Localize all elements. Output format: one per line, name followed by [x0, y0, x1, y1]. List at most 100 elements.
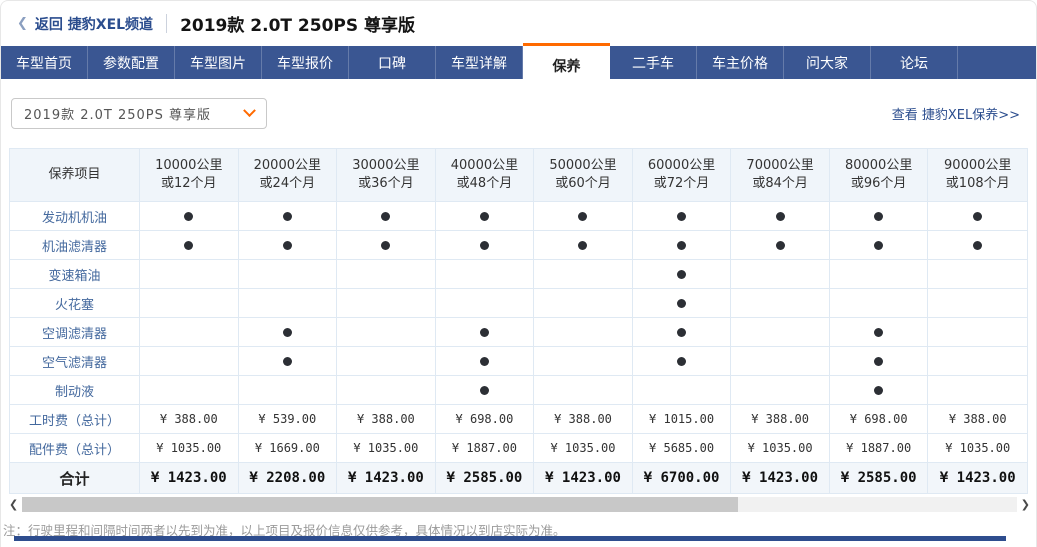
maintenance-dot: [479, 327, 489, 337]
fee-cell: ¥ 1015.00: [632, 405, 732, 434]
disclaimer-note: 注：行驶里程和间隔时间两者以先到为准，以上项目及报价信息仅供参考，具体情况以到店…: [3, 523, 566, 538]
maintenance-dot: [874, 356, 884, 366]
mark-cell: [829, 318, 929, 347]
mark-cell: [337, 347, 436, 376]
maintenance-dot: [381, 240, 391, 250]
scroll-right-icon[interactable]: ❯: [1020, 498, 1030, 511]
maintenance-dot: [282, 211, 292, 221]
fee-cell: ¥ 5685.00: [632, 434, 732, 463]
row-label: 火花塞: [10, 289, 140, 318]
fee-cell: ¥ 698.00: [435, 405, 535, 434]
total-label: 合计: [10, 463, 140, 493]
maintenance-dot: [874, 327, 884, 337]
tab-details[interactable]: 车型详解: [436, 46, 523, 79]
mark-cell: [238, 231, 338, 260]
mark-cell: [829, 289, 929, 318]
mark-cell: [829, 376, 929, 405]
tab-ask[interactable]: 问大家: [784, 46, 871, 79]
mark-cell: [435, 260, 535, 289]
tab-maintenance[interactable]: 保养: [523, 43, 610, 86]
mark-cell: [731, 376, 830, 405]
tab-home[interactable]: 车型首页: [1, 46, 88, 79]
mark-cell: [435, 376, 535, 405]
fee-cell: ¥ 698.00: [829, 405, 929, 434]
mark-cell: [238, 376, 338, 405]
row-label: 发动机机油: [10, 202, 140, 231]
total-cell: ¥ 2208.00: [238, 463, 338, 493]
fee-cell: ¥ 1035.00: [731, 434, 830, 463]
tab-price[interactable]: 车型报价: [262, 46, 349, 79]
view-maintenance-link[interactable]: 查看 捷豹XEL保养>>: [891, 108, 1020, 123]
maintenance-dot: [874, 385, 884, 395]
tab-used-car[interactable]: 二手车: [610, 46, 697, 79]
mark-cell: [928, 376, 1027, 405]
maintenance-dot: [282, 327, 292, 337]
tab-owner-price[interactable]: 车主价格: [697, 46, 784, 79]
mark-cell: [140, 260, 239, 289]
back-link[interactable]: 返回 捷豹XEL频道: [34, 16, 154, 33]
mark-cell: [238, 347, 338, 376]
column-header: 50000公里 或60个月: [534, 149, 633, 202]
mark-cell: [238, 289, 338, 318]
tab-forum[interactable]: 论坛: [871, 46, 958, 79]
total-cell: ¥ 6700.00: [632, 463, 732, 493]
mark-cell: [337, 260, 436, 289]
mark-cell: [928, 260, 1027, 289]
total-cell: ¥ 1423.00: [534, 463, 633, 493]
page-title: 2019款 2.0T 250PS 尊享版: [180, 16, 416, 36]
nav-filler: [958, 46, 1036, 79]
maintenance-dot: [282, 240, 292, 250]
mark-cell: [534, 202, 633, 231]
row-label: 空气滤清器: [10, 347, 140, 376]
mark-cell: [337, 231, 436, 260]
mark-cell: [632, 376, 732, 405]
mark-cell: [534, 376, 633, 405]
tab-pictures[interactable]: 车型图片: [175, 46, 262, 79]
divider: [166, 14, 168, 33]
mark-cell: [534, 231, 633, 260]
mark-cell: [632, 202, 732, 231]
maintenance-dot: [479, 356, 489, 366]
mark-cell: [337, 289, 436, 318]
fee-cell: ¥ 1887.00: [435, 434, 535, 463]
back-icon[interactable]: ❮: [17, 16, 28, 31]
column-header: 80000公里 或96个月: [829, 149, 929, 202]
scroll-left-icon[interactable]: ❮: [9, 498, 19, 511]
mark-cell: [534, 260, 633, 289]
maintenance-dot: [677, 211, 687, 221]
mark-cell: [337, 318, 436, 347]
mark-cell: [731, 289, 830, 318]
tab-koubei[interactable]: 口碑: [349, 46, 436, 79]
maintenance-dot: [973, 211, 983, 221]
maintenance-dot: [282, 356, 292, 366]
mark-cell: [632, 318, 732, 347]
maintenance-dot: [184, 240, 194, 250]
mark-cell: [435, 347, 535, 376]
fee-cell: ¥ 539.00: [238, 405, 338, 434]
mark-cell: [140, 202, 239, 231]
mark-cell: [731, 260, 830, 289]
mark-cell: [928, 231, 1027, 260]
mark-cell: [731, 347, 830, 376]
mark-cell: [731, 231, 830, 260]
model-select-value: 2019款 2.0T 250PS 尊享版: [24, 108, 212, 123]
row-label: 工时费（总计）: [10, 405, 140, 434]
fee-cell: ¥ 1035.00: [140, 434, 239, 463]
scrollbar-track[interactable]: [22, 497, 1017, 512]
column-header: 40000公里 或48个月: [435, 149, 535, 202]
scrollbar-thumb[interactable]: [22, 497, 739, 512]
model-select[interactable]: 2019款 2.0T 250PS 尊享版: [11, 98, 267, 129]
maintenance-dot: [677, 298, 687, 308]
maintenance-dot: [381, 211, 391, 221]
mark-cell: [632, 347, 732, 376]
mark-cell: [632, 289, 732, 318]
tab-config[interactable]: 参数配置: [88, 46, 175, 79]
maintenance-dot: [479, 211, 489, 221]
maintenance-dot: [677, 240, 687, 250]
mark-cell: [435, 318, 535, 347]
column-header: 20000公里 或24个月: [238, 149, 338, 202]
maintenance-table: 保养项目 10000公里 或12个月 20000公里 或24个月 30000公里 或36个月…: [9, 148, 1028, 494]
mark-cell: [632, 231, 732, 260]
horizontal-scrollbar[interactable]: ❮ ❯: [5, 497, 1034, 512]
maintenance-dot: [578, 211, 588, 221]
